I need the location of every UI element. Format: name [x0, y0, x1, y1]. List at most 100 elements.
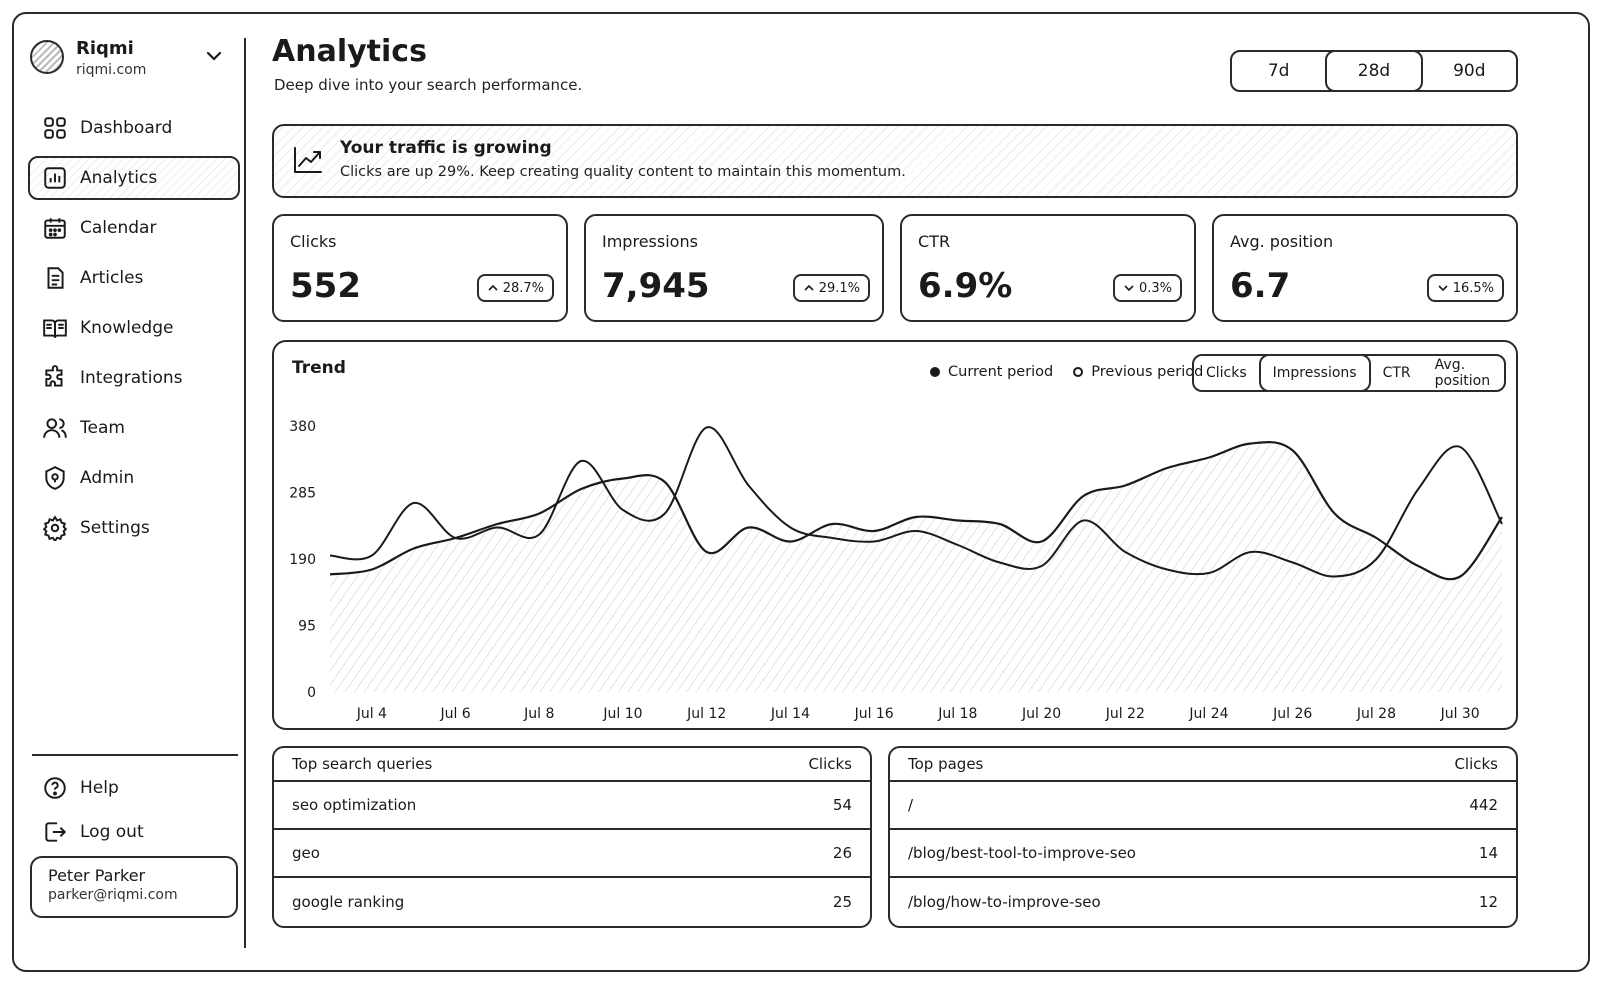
- nav-item-help[interactable]: Help: [28, 768, 240, 808]
- top-queries-table: Top search queries Clicks seo optimizati…: [272, 746, 872, 928]
- workspace-switcher[interactable]: Riqmi riqmi.com: [30, 36, 230, 88]
- page-clicks: 12: [1478, 893, 1498, 911]
- x-tick-label: Jul 6: [439, 706, 470, 722]
- nav-item-logout[interactable]: Log out: [28, 812, 240, 852]
- tab-ctr[interactable]: CTR: [1382, 365, 1411, 381]
- tab-avg-position[interactable]: Avg. position: [1434, 357, 1491, 389]
- workspace-domain: riqmi.com: [76, 62, 147, 78]
- sidebar: Riqmi riqmi.com Dashboard Analytics Cale…: [14, 14, 246, 970]
- bar-chart-icon: [44, 167, 66, 189]
- x-tick-label: Jul 10: [602, 706, 642, 722]
- nav-label: Knowledge: [80, 318, 174, 338]
- kpi-delta-badge: 0.3%: [1112, 274, 1182, 302]
- hollow-dot-icon: [1073, 367, 1084, 377]
- trending-up-icon: [294, 147, 322, 173]
- main-content: Analytics Deep dive into your search per…: [272, 28, 1522, 948]
- table-header: Top pages Clicks: [890, 748, 1516, 782]
- nav-item-dashboard[interactable]: Dashboard: [28, 106, 240, 150]
- current-period-line: [329, 441, 1503, 581]
- nav-item-knowledge[interactable]: Knowledge: [28, 306, 240, 350]
- nav-label: Dashboard: [80, 118, 173, 138]
- tab-clicks[interactable]: Clicks: [1206, 365, 1247, 381]
- x-tick-label: Jul 8: [523, 706, 554, 722]
- column-header-clicks: Clicks: [1454, 755, 1498, 773]
- metric-tabs: Clicks Impressions CTR Avg. position: [1192, 354, 1506, 392]
- nav-label: Log out: [80, 822, 144, 842]
- kpi-value: 6.7: [1230, 266, 1291, 306]
- x-tick-label: Jul 14: [770, 706, 810, 722]
- kpi-value: 6.9%: [918, 266, 1013, 306]
- page-path: /blog/best-tool-to-improve-seo: [908, 844, 1136, 862]
- chevron-up-icon: [488, 284, 498, 291]
- user-profile-card[interactable]: Peter Parker parker@riqmi.com: [30, 856, 238, 918]
- workspace-name: Riqmi: [76, 38, 134, 59]
- nav-label: Calendar: [80, 218, 157, 238]
- x-tick-label: Jul 12: [686, 706, 726, 722]
- nav-label: Settings: [80, 518, 150, 538]
- kpi-delta-badge: 29.1%: [792, 274, 870, 302]
- nav-item-articles[interactable]: Articles: [28, 256, 240, 300]
- previous-period-line: [329, 426, 1503, 578]
- table-title: Top pages: [908, 755, 984, 773]
- insight-banner: Your traffic is growing Clicks are up 29…: [272, 124, 1518, 198]
- users-icon: [43, 418, 67, 438]
- range-28d[interactable]: 28d: [1325, 50, 1423, 92]
- kpi-delta: 28.7%: [502, 280, 544, 296]
- page-path: /blog/how-to-improve-seo: [908, 893, 1101, 911]
- sidebar-border: [244, 38, 246, 948]
- table-row[interactable]: / 442: [890, 782, 1516, 830]
- nav-item-team[interactable]: Team: [28, 406, 240, 450]
- kpi-card-avg-position: Avg. position 6.7 16.5%: [1212, 214, 1518, 322]
- kpi-row: Clicks 552 28.7% Impressions 7,945 29.1%…: [272, 214, 1518, 324]
- bottom-nav: Help Log out: [28, 768, 240, 856]
- nav-item-admin[interactable]: Admin: [28, 456, 240, 500]
- nav-item-integrations[interactable]: Integrations: [28, 356, 240, 400]
- kpi-label: Avg. position: [1230, 232, 1334, 251]
- legend-current: Current period: [930, 364, 1053, 380]
- query-clicks: 26: [832, 844, 852, 862]
- table-row[interactable]: google ranking 25: [274, 878, 870, 926]
- kpi-card-clicks: Clicks 552 28.7%: [272, 214, 568, 322]
- gear-icon: [42, 515, 68, 541]
- top-pages-table: Top pages Clicks / 442 /blog/best-tool-t…: [888, 746, 1518, 928]
- y-tick-label: 95: [298, 619, 316, 635]
- x-tick-label: Jul 30: [1440, 706, 1480, 722]
- calendar-icon: [44, 218, 66, 239]
- range-90d[interactable]: 90d: [1453, 61, 1486, 81]
- nav-item-analytics[interactable]: Analytics: [28, 156, 240, 200]
- x-tick-label: Jul 20: [1021, 706, 1061, 722]
- page-clicks: 14: [1478, 844, 1498, 862]
- table-row[interactable]: seo optimization 54: [274, 782, 870, 830]
- x-tick-label: Jul 22: [1105, 706, 1145, 722]
- x-tick-label: Jul 26: [1272, 706, 1312, 722]
- nav-item-calendar[interactable]: Calendar: [28, 206, 240, 250]
- main-nav: Dashboard Analytics Calendar Articles Kn…: [28, 106, 240, 556]
- range-7d[interactable]: 7d: [1267, 61, 1290, 81]
- chevron-down-icon[interactable]: [202, 44, 226, 68]
- x-tick-label: Jul 28: [1356, 706, 1396, 722]
- user-name: Peter Parker: [48, 866, 146, 885]
- page-path: /: [908, 796, 914, 814]
- table-row[interactable]: /blog/best-tool-to-improve-seo 14: [890, 830, 1516, 878]
- chevron-down-icon: [1124, 285, 1134, 292]
- nav-label: Integrations: [80, 368, 183, 388]
- query-label: seo optimization: [292, 796, 417, 814]
- date-range-toggle: 7d 28d 90d: [1230, 50, 1518, 92]
- grid-icon: [44, 117, 66, 139]
- y-tick-label: 190: [289, 552, 316, 568]
- kpi-label: Clicks: [290, 232, 337, 251]
- kpi-delta: 29.1%: [818, 280, 860, 296]
- nav-label: Team: [80, 418, 125, 438]
- x-tick-label: Jul 18: [937, 706, 977, 722]
- tab-impressions[interactable]: Impressions: [1258, 354, 1371, 392]
- help-icon: [44, 777, 66, 799]
- legend-label: Previous period: [1091, 364, 1204, 380]
- query-clicks: 54: [832, 796, 852, 814]
- nav-item-settings[interactable]: Settings: [28, 506, 240, 550]
- puzzle-icon: [45, 365, 63, 387]
- legend-previous: Previous period: [1073, 364, 1203, 380]
- table-row[interactable]: /blog/how-to-improve-seo 12: [890, 878, 1516, 926]
- table-row[interactable]: geo 26: [274, 830, 870, 878]
- banner-text: Clicks are up 29%. Keep creating quality…: [340, 164, 906, 180]
- query-clicks: 25: [832, 893, 852, 911]
